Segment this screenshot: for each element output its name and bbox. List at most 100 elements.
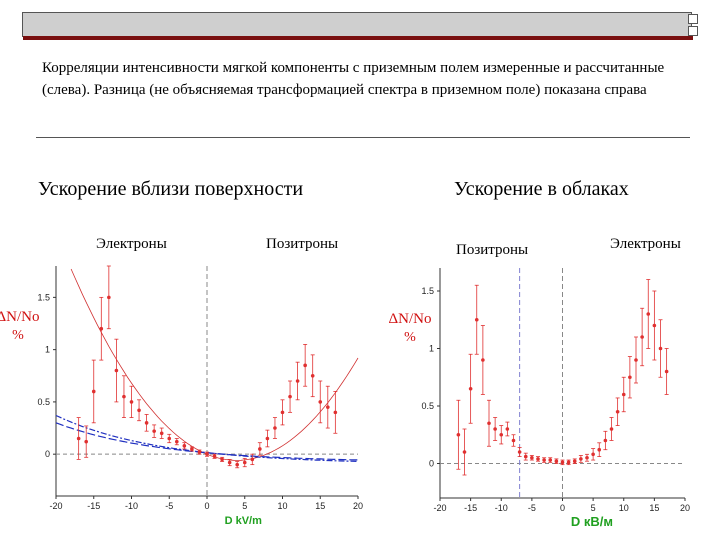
data-point [129, 400, 134, 404]
slide-accent-line [23, 36, 693, 40]
y-tick-label: 1.5 [421, 286, 434, 296]
data-point [265, 436, 270, 441]
x-tick-label: -15 [464, 503, 477, 513]
x-axis-label: D кВ/м [571, 514, 613, 529]
data-point [609, 427, 614, 431]
x-tick-label: 15 [315, 501, 325, 511]
data-point [280, 410, 285, 415]
left-title: Ускорение вблизи поверхности [38, 178, 304, 200]
x-tick-label: -20 [433, 503, 446, 513]
data-point [326, 405, 330, 409]
data-point [560, 460, 565, 465]
data-point [91, 389, 96, 394]
y-axis-label-main: ΔN/No [0, 309, 39, 325]
data-point [566, 460, 571, 465]
data-point [242, 460, 247, 465]
data-point [579, 457, 583, 461]
fit-curve-red [70, 268, 359, 461]
corner-box-2 [688, 26, 698, 36]
data-point [258, 447, 262, 451]
data-point [114, 368, 119, 373]
x-tick-label: 20 [353, 501, 363, 511]
x-tick-label: -10 [125, 501, 138, 511]
data-point [295, 379, 300, 383]
data-point [542, 458, 546, 462]
data-point [227, 460, 232, 465]
slide-top-bar [22, 12, 693, 40]
data-point [333, 410, 338, 415]
left-sub-positrons: Позитроны [266, 236, 339, 252]
x-tick-label: 10 [277, 501, 287, 511]
data-point [658, 346, 663, 351]
data-point [499, 432, 504, 437]
data-point [144, 421, 149, 425]
y-tick-label: 0.5 [421, 401, 434, 411]
data-point [99, 326, 104, 331]
data-point [250, 457, 255, 462]
x-tick-label: -5 [528, 503, 536, 513]
data-point [303, 363, 307, 368]
data-point [511, 438, 516, 443]
x-tick-label: 15 [649, 503, 659, 513]
data-point [591, 452, 595, 457]
data-point [288, 394, 292, 399]
data-point [634, 358, 638, 362]
x-tick-label: 5 [591, 503, 596, 513]
data-point [517, 450, 522, 454]
data-point [175, 439, 179, 444]
slide-caption: Корреляции интенсивности мягкой компонен… [42, 60, 665, 98]
data-point [220, 457, 224, 462]
data-point [474, 317, 479, 322]
right-title: Ускорение в облаках [454, 178, 629, 200]
data-point [468, 386, 473, 391]
data-point [167, 436, 172, 441]
data-point [505, 427, 510, 431]
data-point [487, 421, 491, 426]
x-tick-label: -15 [87, 501, 100, 511]
data-point [137, 408, 141, 413]
data-point [159, 431, 164, 436]
data-point [122, 394, 126, 399]
data-point [462, 450, 467, 454]
data-point [530, 455, 534, 460]
y-tick-label: 1 [45, 345, 50, 355]
data-point [182, 444, 187, 448]
data-point [273, 426, 277, 430]
x-tick-label: -20 [49, 501, 62, 511]
data-point [205, 452, 209, 456]
data-point [572, 459, 577, 463]
x-tick-label: 10 [619, 503, 629, 513]
right-chart: -20 -15 -10 -5 0 5 10 15 20 0 0.5 1 1.5 ΔN/No% D кВ/м [389, 268, 690, 529]
left-chart: -20 -15 -10 -5 0 5 10 15 20 0 0.5 1 1.5 ΔN/No% D kV/m [0, 265, 363, 527]
data-point [190, 447, 194, 451]
data-point [615, 409, 620, 414]
data-point [640, 335, 644, 339]
data-point [197, 450, 202, 454]
data-point [548, 458, 553, 462]
data-point [310, 373, 315, 378]
x-axis-label: D kV/m [225, 515, 263, 527]
data-point [597, 447, 602, 452]
data-point [235, 462, 239, 467]
right-sub-electrons: Электроны [610, 236, 681, 252]
x-tick-label: 5 [242, 501, 247, 511]
right-sub-positrons: Позитроны [456, 242, 529, 258]
data-point [603, 438, 608, 443]
data-point [628, 375, 632, 380]
data-point [481, 358, 485, 362]
data-point [585, 455, 589, 460]
data-point [456, 432, 461, 437]
corner-box-1 [688, 14, 698, 24]
y-tick-label: 1.5 [37, 292, 50, 302]
data-point [536, 457, 540, 461]
caption-divider [36, 137, 690, 138]
y-tick-label: 0 [45, 449, 50, 459]
data-point [664, 369, 669, 374]
y-tick-label: 1 [429, 344, 434, 354]
x-tick-label: 20 [680, 503, 690, 513]
x-tick-label: 0 [560, 503, 565, 513]
x-tick-label: -5 [165, 501, 173, 511]
y-tick-label: 0 [429, 459, 434, 469]
data-point [318, 400, 323, 404]
data-point [554, 459, 559, 463]
